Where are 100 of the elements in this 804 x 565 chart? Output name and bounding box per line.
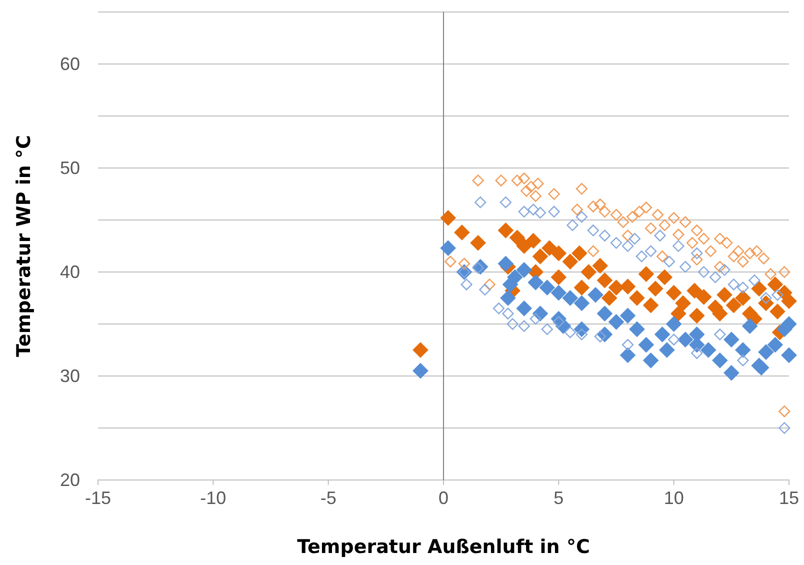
- point: [778, 422, 790, 434]
- point: [652, 208, 664, 221]
- point: [601, 290, 618, 306]
- point: [576, 211, 588, 223]
- point: [714, 260, 726, 273]
- point: [550, 284, 567, 301]
- point: [622, 230, 634, 242]
- point: [642, 352, 659, 368]
- point: [506, 318, 518, 330]
- point: [735, 342, 751, 358]
- y-tick-label: 40: [60, 262, 80, 282]
- point: [672, 228, 684, 240]
- point: [716, 286, 732, 303]
- point: [659, 342, 675, 358]
- y-tick-label: 60: [60, 54, 80, 74]
- x-tick-label: 15: [778, 488, 800, 508]
- point: [709, 271, 722, 284]
- point: [534, 206, 546, 219]
- point: [571, 204, 583, 216]
- point: [668, 212, 680, 224]
- point: [751, 280, 767, 297]
- point: [675, 295, 691, 312]
- point: [767, 336, 784, 353]
- point: [532, 248, 548, 264]
- point: [587, 200, 600, 212]
- point: [680, 216, 692, 228]
- point: [728, 278, 740, 290]
- point: [778, 266, 790, 278]
- point: [644, 222, 657, 234]
- point: [691, 224, 703, 236]
- point: [640, 202, 652, 214]
- point: [712, 352, 728, 368]
- point: [672, 240, 684, 252]
- point: [571, 245, 588, 262]
- x-tick-label: -5: [320, 488, 336, 508]
- point: [718, 264, 730, 276]
- point: [539, 280, 556, 296]
- point: [440, 210, 456, 226]
- point: [668, 334, 680, 346]
- point: [654, 326, 670, 342]
- point: [735, 290, 751, 306]
- point: [498, 222, 514, 238]
- point: [454, 224, 470, 240]
- point: [714, 232, 726, 245]
- point: [594, 198, 606, 210]
- point: [564, 326, 576, 338]
- point: [770, 304, 786, 320]
- x-tick-label: 5: [554, 488, 564, 508]
- point: [781, 293, 797, 310]
- point: [518, 320, 530, 332]
- point: [691, 254, 703, 266]
- point: [608, 280, 624, 296]
- y-tick-label: 30: [60, 366, 80, 386]
- point: [511, 174, 524, 186]
- point: [550, 245, 567, 262]
- point: [587, 245, 600, 258]
- point: [737, 354, 749, 366]
- point: [748, 274, 760, 286]
- point: [629, 290, 645, 306]
- point: [530, 190, 542, 202]
- point: [723, 364, 740, 381]
- point: [758, 344, 774, 360]
- point: [574, 295, 590, 312]
- point: [620, 278, 636, 294]
- point: [691, 347, 703, 359]
- point: [732, 245, 744, 258]
- point: [574, 280, 590, 296]
- point: [495, 174, 507, 186]
- point: [728, 250, 740, 262]
- point: [622, 338, 634, 351]
- point: [532, 178, 544, 190]
- point: [474, 196, 486, 208]
- point: [525, 180, 537, 193]
- point: [686, 237, 698, 249]
- point: [656, 250, 668, 262]
- point: [636, 250, 648, 262]
- point: [412, 362, 428, 379]
- point: [518, 172, 530, 184]
- point: [576, 182, 588, 195]
- point: [472, 174, 484, 186]
- point: [574, 321, 590, 338]
- point: [670, 306, 686, 322]
- x-tick-label: 0: [438, 488, 449, 508]
- point: [744, 247, 756, 260]
- point: [598, 230, 611, 242]
- point: [688, 308, 705, 324]
- point: [502, 276, 518, 292]
- point: [479, 284, 491, 296]
- point: [647, 280, 664, 297]
- point: [492, 302, 505, 314]
- point: [696, 289, 712, 305]
- point: [737, 256, 749, 268]
- point: [644, 245, 657, 258]
- point: [781, 347, 797, 364]
- point: [562, 290, 578, 306]
- point: [592, 258, 608, 274]
- point: [470, 234, 486, 251]
- point: [720, 237, 733, 249]
- point: [629, 321, 645, 338]
- point: [626, 211, 638, 223]
